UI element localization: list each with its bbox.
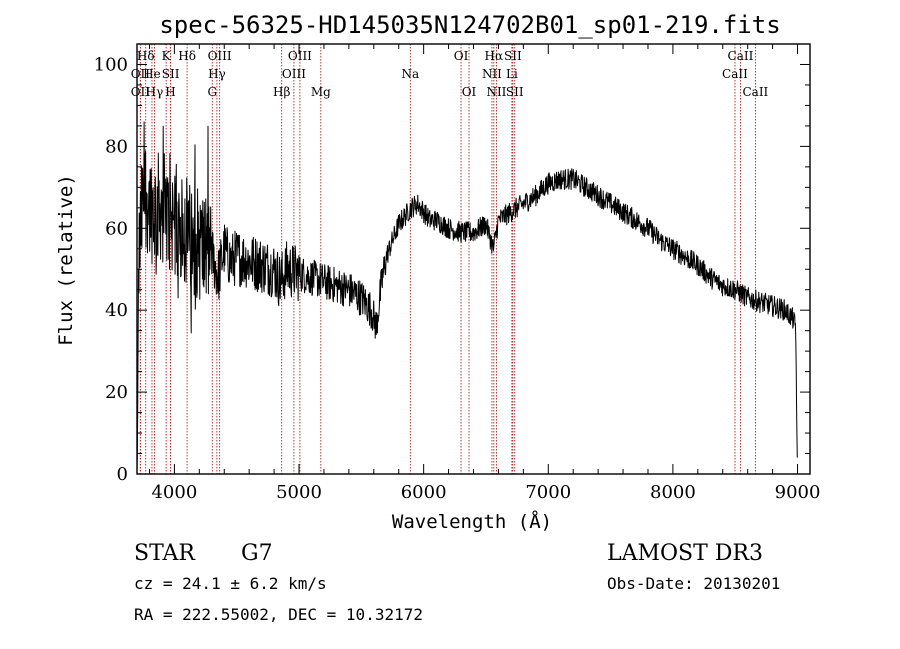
line-marker-label-22: SII <box>504 49 522 63</box>
line-marker-label-20: NII <box>482 67 502 81</box>
info-panel: STAR G7 LAMOST DR3 cz = 24.1 ± 6.2 km/s … <box>134 541 780 624</box>
line-marker-label-5: K <box>162 49 172 63</box>
line-marker-label-23: Li <box>506 67 518 81</box>
object-class: STAR <box>134 541 196 566</box>
x-axis-ticks: 4000 5000 6000 7000 8000 9000 <box>148 44 821 503</box>
y-tick-label-100: 100 <box>94 54 128 75</box>
line-marker-label-16: Na <box>401 67 419 81</box>
line-marker-label-19: Hα <box>485 49 504 63</box>
line-marker-label-10: Hγ <box>208 67 226 81</box>
spectrum-line <box>136 121 798 475</box>
chart-title: spec-56325-HD145035N124702B01_sp01-219.f… <box>159 11 780 39</box>
line-marker-label-7: H <box>165 85 175 99</box>
line-marker-label-13: OIII <box>288 49 312 63</box>
y-axis-label: Flux (relative) <box>55 174 77 346</box>
line-marker-label-14: OIII <box>282 67 306 81</box>
spectrum-series <box>136 121 798 475</box>
survey-name: LAMOST DR3 <box>607 541 763 566</box>
line-marker-label-8: Hδ <box>178 49 196 63</box>
line-marker-label-0: Hδ <box>137 49 155 63</box>
y-tick-label-40: 40 <box>105 300 128 321</box>
x-axis-label: Wavelength (Å) <box>392 510 552 533</box>
redshift-cz: cz = 24.1 ± 6.2 km/s <box>134 574 327 593</box>
line-marker-label-9: OIII <box>208 49 232 63</box>
x-tick-label-7000: 7000 <box>525 482 571 503</box>
object-subclass: G7 <box>241 541 273 566</box>
y-tick-label-80: 80 <box>105 136 128 157</box>
x-tick-label-5000: 5000 <box>276 482 322 503</box>
line-marker-label-27: CaII <box>742 85 768 99</box>
line-marker-label-25: CaII <box>728 49 754 63</box>
line-marker-label-15: Mg <box>311 85 331 99</box>
line-marker-label-24: SII <box>506 85 524 99</box>
line-marker-label-4: Hγ <box>146 85 164 99</box>
y-tick-label-0: 0 <box>117 464 128 485</box>
line-marker-label-21: NII <box>486 85 506 99</box>
observation-date: Obs-Date: 20130201 <box>607 574 780 593</box>
spectral-line-markers <box>139 44 756 474</box>
y-tick-label-20: 20 <box>105 382 128 403</box>
line-marker-label-2: OII <box>131 85 151 99</box>
x-tick-label-4000: 4000 <box>151 482 197 503</box>
line-marker-label-12: Hβ <box>273 85 290 99</box>
y-axis-ticks: 0 20 40 60 80 100 <box>94 54 810 485</box>
line-marker-label-3: He <box>143 67 161 81</box>
line-marker-label-6: SII <box>162 67 180 81</box>
line-marker-label-11: G <box>207 85 217 99</box>
line-marker-label-17: OI <box>454 49 469 63</box>
x-tick-label-8000: 8000 <box>650 482 696 503</box>
x-tick-label-9000: 9000 <box>775 482 821 503</box>
line-marker-label-18: OI <box>462 85 477 99</box>
line-marker-label-1: OII <box>131 67 151 81</box>
x-tick-label-6000: 6000 <box>401 482 447 503</box>
coordinates: RA = 222.55002, DEC = 10.32172 <box>134 605 423 624</box>
y-tick-label-60: 60 <box>105 218 128 239</box>
line-marker-label-26: CaII <box>722 67 748 81</box>
